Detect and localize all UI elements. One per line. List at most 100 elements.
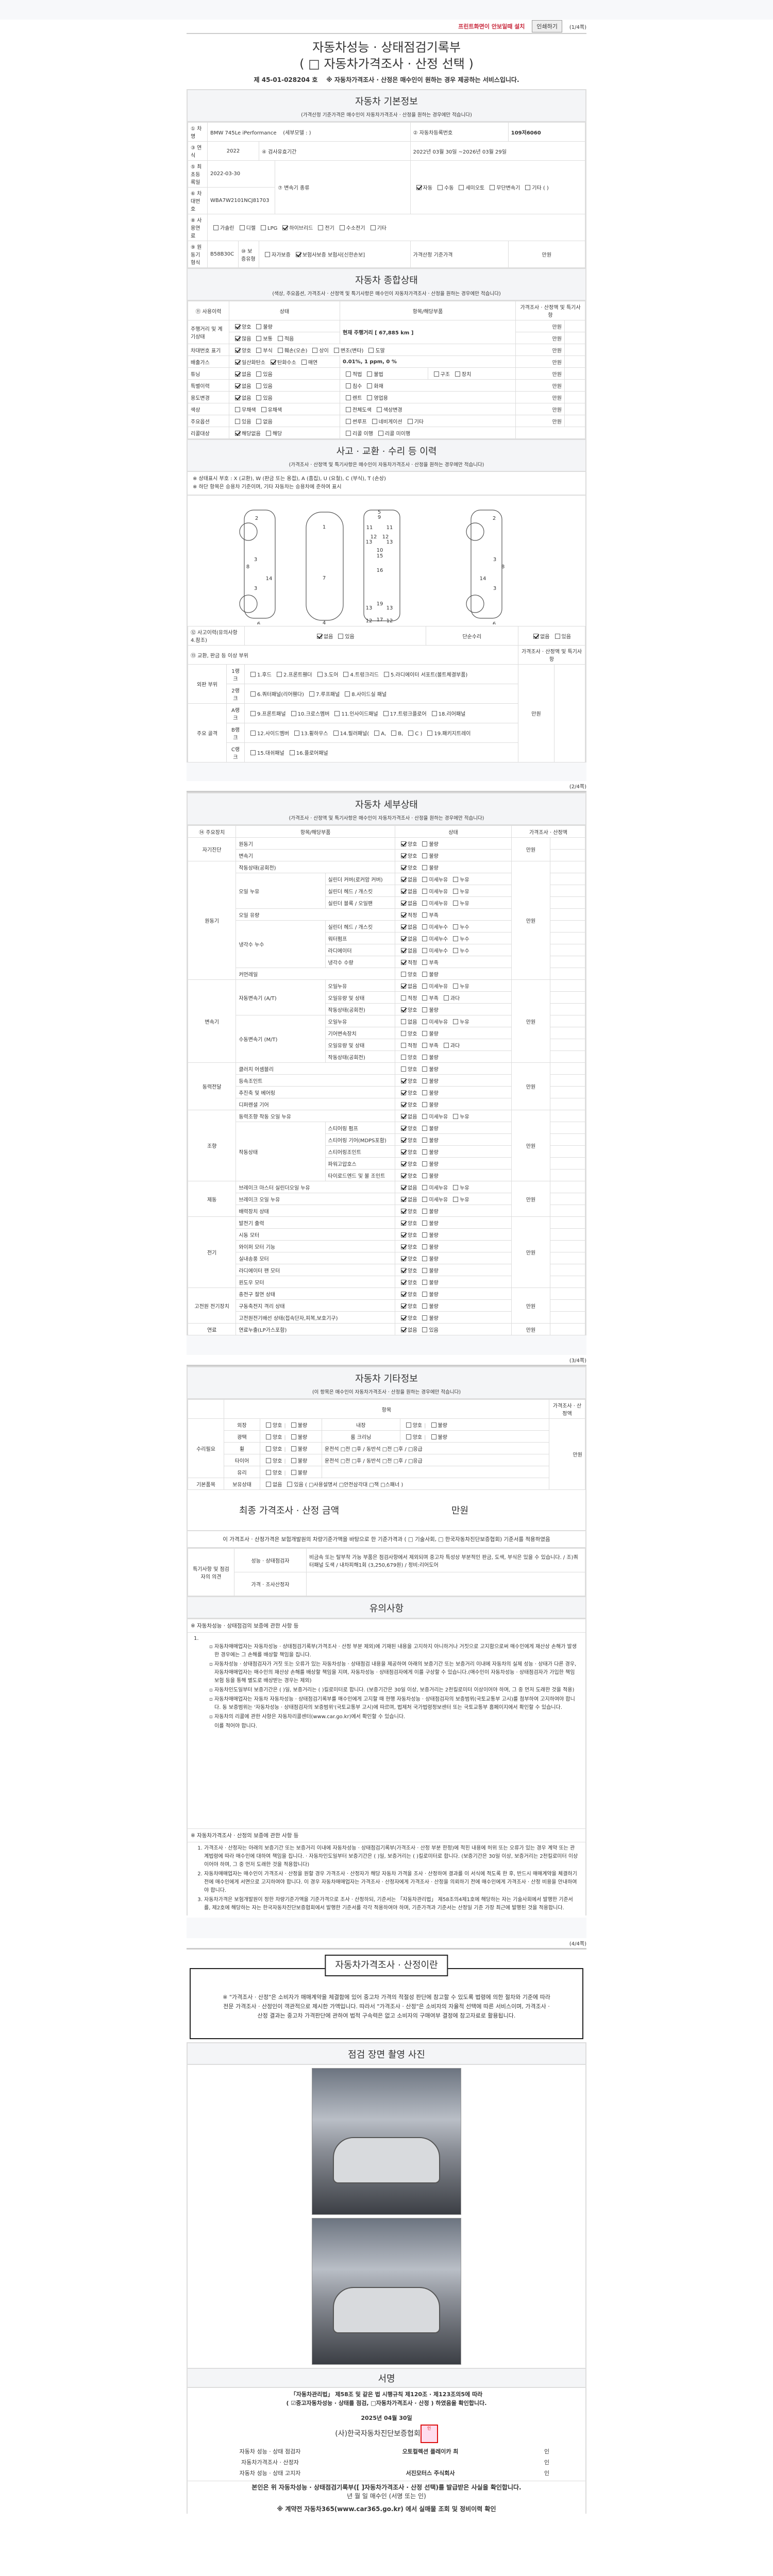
checkbox-unchecked[interactable]: [250, 731, 256, 736]
checkbox-checked[interactable]: [401, 841, 407, 846]
checkbox-unchecked[interactable]: [338, 633, 344, 639]
checkbox-unchecked[interactable]: [453, 947, 459, 953]
checkbox-unchecked[interactable]: [453, 983, 459, 989]
checkbox-unchecked[interactable]: [422, 1042, 428, 1048]
checkbox-unchecked[interactable]: [431, 1434, 436, 1439]
checkbox-checked[interactable]: [401, 1244, 407, 1249]
checkbox-checked[interactable]: [235, 371, 240, 377]
checkbox-unchecked[interactable]: [453, 1019, 459, 1024]
checkbox-unchecked[interactable]: [384, 672, 389, 677]
checkbox-checked[interactable]: [401, 947, 407, 953]
checkbox-unchecked[interactable]: [422, 1078, 428, 1083]
checkbox-unchecked[interactable]: [422, 1125, 428, 1131]
checkbox-unchecked[interactable]: [422, 924, 428, 929]
checkbox-unchecked[interactable]: [427, 731, 433, 736]
checkbox-unchecked[interactable]: [422, 900, 428, 906]
checkbox-checked[interactable]: [401, 936, 407, 941]
checkbox-unchecked[interactable]: [266, 1434, 271, 1439]
checkbox-checked[interactable]: [235, 324, 240, 329]
checkbox-unchecked[interactable]: [287, 1481, 293, 1487]
checkbox-unchecked[interactable]: [250, 672, 256, 677]
checkbox-unchecked[interactable]: [422, 1291, 428, 1297]
checkbox-unchecked[interactable]: [343, 672, 349, 677]
checkbox-unchecked[interactable]: [368, 347, 374, 353]
checkbox-unchecked[interactable]: [235, 406, 240, 412]
checkbox-unchecked[interactable]: [422, 1173, 428, 1178]
checkbox-unchecked[interactable]: [235, 418, 240, 424]
checkbox-checked[interactable]: [235, 347, 240, 353]
checkbox-unchecked[interactable]: [459, 185, 464, 190]
checkbox-unchecked[interactable]: [422, 947, 428, 953]
checkbox-checked[interactable]: [401, 1173, 407, 1178]
checkbox-checked[interactable]: [401, 1184, 407, 1190]
checkbox-unchecked[interactable]: [261, 406, 266, 412]
checkbox-unchecked[interactable]: [291, 1434, 296, 1439]
checkbox-unchecked[interactable]: [422, 1066, 428, 1072]
checkbox-unchecked[interactable]: [265, 430, 271, 436]
checkbox-checked[interactable]: [271, 359, 276, 365]
checkbox-unchecked[interactable]: [256, 383, 262, 388]
checkbox-unchecked[interactable]: [289, 750, 295, 755]
checkbox-unchecked[interactable]: [422, 1279, 428, 1285]
checkbox-unchecked[interactable]: [333, 347, 339, 353]
checkbox-unchecked[interactable]: [401, 1066, 407, 1072]
checkbox-unchecked[interactable]: [334, 711, 340, 716]
checkbox-checked[interactable]: [295, 252, 301, 257]
checkbox-unchecked[interactable]: [422, 936, 428, 941]
print-button[interactable]: 인쇄하기: [532, 20, 562, 32]
checkbox-unchecked[interactable]: [256, 335, 262, 341]
checkbox-checked[interactable]: [416, 185, 422, 190]
checkbox-unchecked[interactable]: [266, 1446, 271, 1451]
checkbox-unchecked[interactable]: [256, 347, 262, 353]
checkbox-checked[interactable]: [401, 1149, 407, 1155]
checkbox-unchecked[interactable]: [312, 347, 318, 353]
checkbox-checked[interactable]: [401, 1279, 407, 1285]
checkbox-unchecked[interactable]: [453, 1196, 459, 1202]
checkbox-checked[interactable]: [401, 1137, 407, 1143]
checkbox-unchecked[interactable]: [333, 731, 339, 736]
checkbox-checked[interactable]: [401, 1125, 407, 1131]
checkbox-unchecked[interactable]: [525, 185, 531, 190]
checkbox-unchecked[interactable]: [367, 395, 373, 400]
checkbox-unchecked[interactable]: [291, 1446, 296, 1451]
checkbox-unchecked[interactable]: [261, 225, 266, 230]
checkbox-unchecked[interactable]: [383, 711, 389, 716]
checkbox-checked[interactable]: [401, 1267, 407, 1273]
checkbox-checked[interactable]: [401, 1232, 407, 1238]
checkbox-unchecked[interactable]: [455, 371, 460, 377]
checkbox-checked[interactable]: [401, 1090, 407, 1095]
checkbox-unchecked[interactable]: [433, 371, 439, 377]
checkbox-checked[interactable]: [401, 924, 407, 929]
checkbox-unchecked[interactable]: [453, 876, 459, 882]
checkbox-checked[interactable]: [401, 1256, 407, 1261]
checkbox-unchecked[interactable]: [554, 633, 560, 639]
checkbox-unchecked[interactable]: [422, 912, 428, 918]
checkbox-unchecked[interactable]: [422, 1232, 428, 1238]
checkbox-unchecked[interactable]: [422, 1327, 428, 1332]
checkbox-checked[interactable]: [235, 395, 240, 400]
checkbox-checked[interactable]: [401, 1303, 407, 1309]
checkbox-unchecked[interactable]: [422, 995, 428, 1001]
checkbox-unchecked[interactable]: [453, 1113, 459, 1119]
checkbox-unchecked[interactable]: [370, 225, 376, 230]
checkbox-unchecked[interactable]: [422, 1196, 428, 1202]
checkbox-unchecked[interactable]: [422, 1019, 428, 1024]
checkbox-unchecked[interactable]: [453, 936, 459, 941]
checkbox-unchecked[interactable]: [376, 406, 382, 412]
checkbox-unchecked[interactable]: [266, 1458, 271, 1463]
checkbox-unchecked[interactable]: [367, 383, 373, 388]
checkbox-checked[interactable]: [533, 633, 539, 639]
checkbox-checked[interactable]: [401, 1208, 407, 1214]
checkbox-unchecked[interactable]: [422, 1101, 428, 1107]
checkbox-checked[interactable]: [401, 983, 407, 989]
checkbox-checked[interactable]: [401, 1113, 407, 1119]
checkbox-unchecked[interactable]: [256, 418, 262, 424]
checkbox-unchecked[interactable]: [239, 225, 245, 230]
checkbox-unchecked[interactable]: [346, 418, 351, 424]
checkbox-unchecked[interactable]: [401, 1019, 407, 1024]
checkbox-checked[interactable]: [401, 1196, 407, 1202]
checkbox-unchecked[interactable]: [422, 1303, 428, 1309]
checkbox-unchecked[interactable]: [422, 983, 428, 989]
checkbox-unchecked[interactable]: [422, 853, 428, 858]
checkbox-unchecked[interactable]: [453, 1184, 459, 1190]
